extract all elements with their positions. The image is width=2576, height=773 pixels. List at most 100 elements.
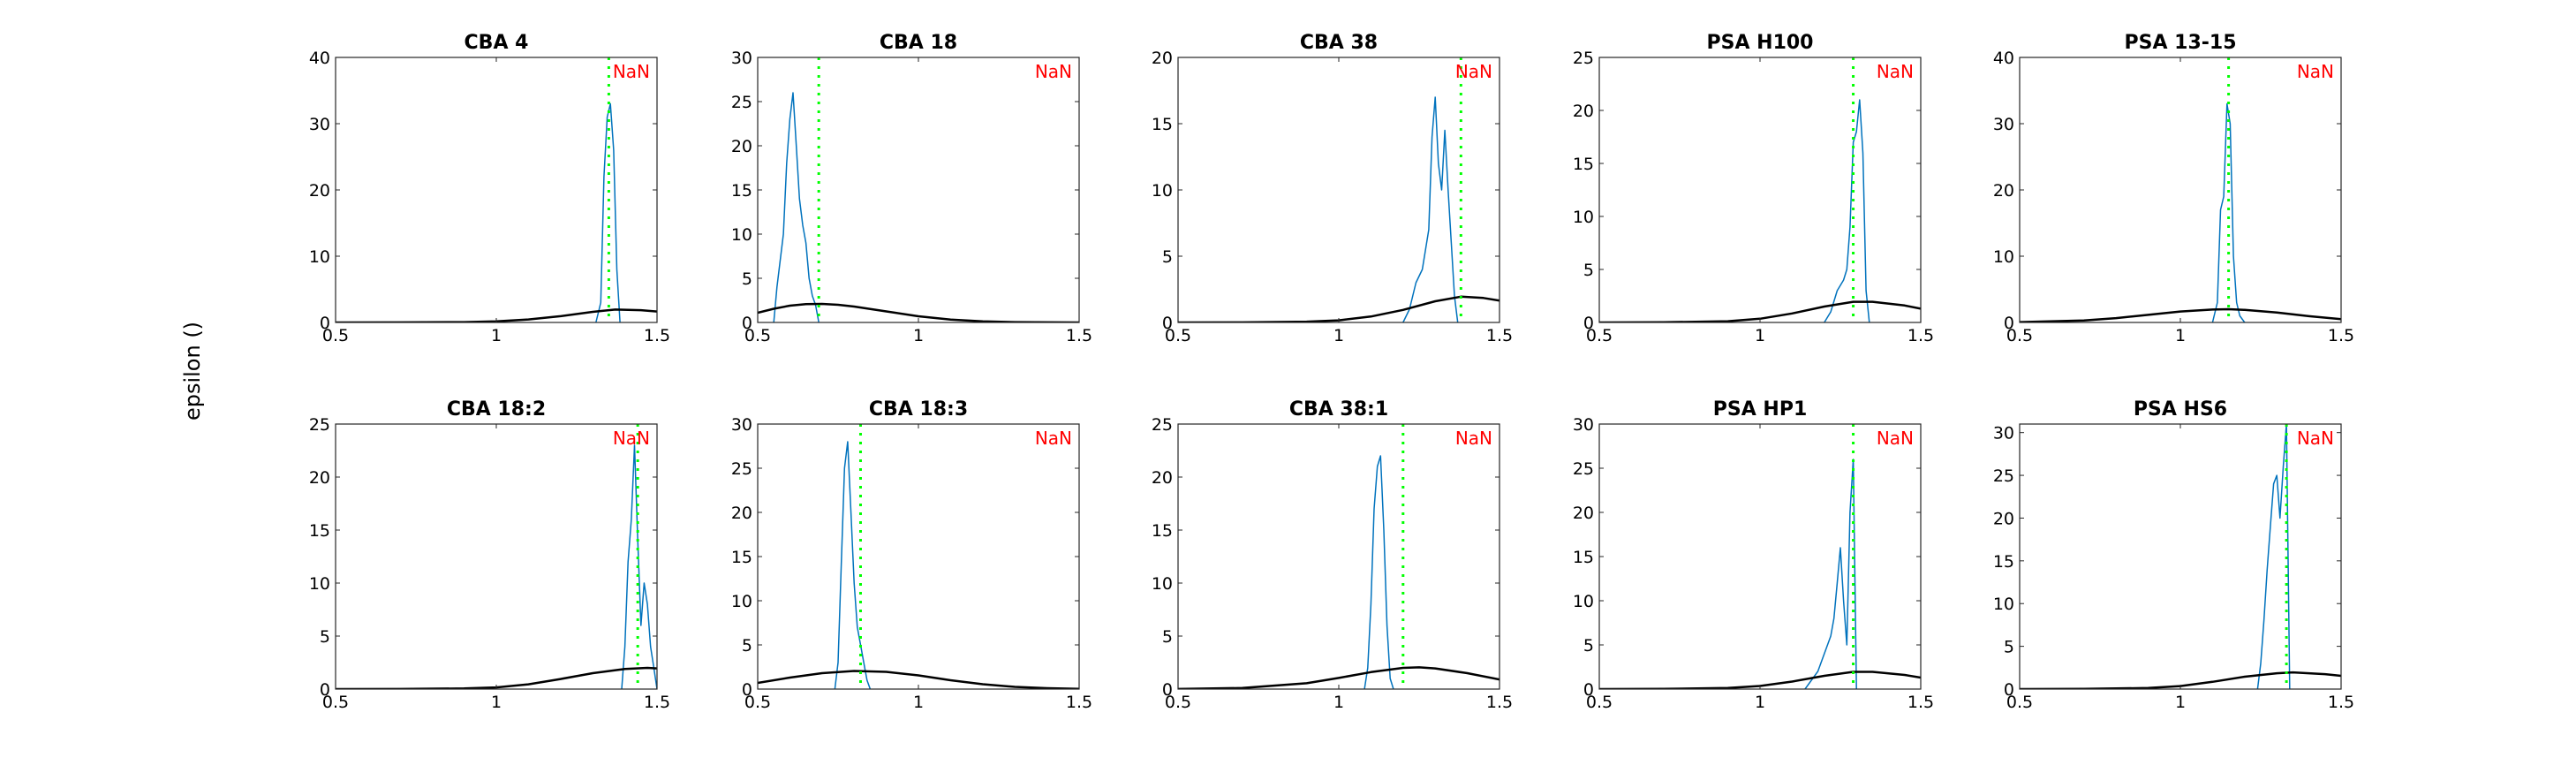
subplot-title: CBA 18:3: [869, 398, 968, 421]
series-histogram-line: [773, 92, 820, 322]
x-tick-label: 0.5: [744, 326, 771, 345]
x-tick-label: 0.5: [322, 326, 349, 345]
series-prior-curve: [758, 302, 1079, 322]
y-tick-label: 0: [2004, 680, 2014, 700]
y-tick-label: 20: [1573, 102, 1594, 121]
y-tick-label: 15: [1573, 155, 1594, 174]
subplot: CBA 18:3 NaN 0.5 1 1.5 0 5 10 15 20 25 30: [731, 398, 1092, 712]
subplot: CBA 4 NaN 0.5 1 1.5 0 10 20 30 40: [309, 32, 670, 345]
subplot: CBA 18 NaN 0.5 1 1.5 0 5 10 15 20 25 30: [731, 32, 1092, 345]
x-tick-label: 0.5: [322, 693, 349, 712]
y-tick-label: 0: [1162, 314, 1173, 333]
y-tick-label: 20: [1573, 504, 1594, 523]
plot-area: [758, 441, 1079, 689]
subplot-title: CBA 38: [1300, 32, 1378, 54]
x-tick-label: 1: [2175, 326, 2186, 345]
annotation-label: NaN: [613, 61, 650, 82]
annotation-label: NaN: [1455, 61, 1492, 82]
series-prior-curve: [1599, 671, 1921, 689]
series-prior-curve: [1178, 666, 1500, 689]
y-tick-label: 0: [1162, 680, 1173, 700]
subplot: PSA HP1 NaN 0.5 1 1.5 0 5 10 15 20 25 30: [1573, 398, 1934, 712]
y-tick-label: 20: [309, 468, 330, 488]
x-tick-label: 0.5: [2006, 693, 2033, 712]
x-tick-label: 1.5: [1486, 326, 1513, 345]
series-histogram-line: [1824, 99, 1870, 322]
y-tick-label: 15: [1152, 115, 1173, 134]
x-tick-label: 1: [491, 693, 502, 712]
x-tick-label: 1.5: [1066, 326, 1092, 345]
y-tick-label: 25: [1993, 466, 2014, 486]
y-tick-label: 20: [731, 504, 752, 523]
series-histogram-line: [834, 441, 872, 689]
annotation-label: NaN: [1877, 61, 1914, 82]
y-tick-label: 15: [1573, 548, 1594, 567]
y-tick-label: 25: [731, 93, 752, 112]
x-tick-label: 1.5: [1907, 693, 1934, 712]
x-tick-label: 0.5: [2006, 326, 2033, 345]
y-tick-label: 30: [309, 115, 330, 134]
x-tick-label: 1: [913, 693, 924, 712]
plot-area: [1178, 455, 1500, 689]
y-tick-label: 20: [1152, 49, 1173, 68]
x-tick-label: 1: [1333, 326, 1344, 345]
series-histogram-line: [1402, 96, 1459, 322]
y-tick-label: 25: [731, 459, 752, 479]
subplot-title: PSA 13-15: [2124, 32, 2236, 54]
y-tick-label: 10: [1993, 595, 2014, 614]
y-tick-label: 5: [1162, 627, 1173, 647]
y-tick-label: 15: [1993, 552, 2014, 572]
y-tick-label: 20: [1993, 181, 2014, 201]
y-tick-label: 15: [731, 548, 752, 567]
y-tick-label: 25: [1573, 49, 1594, 68]
y-tick-label: 25: [309, 415, 330, 435]
y-tick-label: 5: [320, 627, 330, 647]
x-tick-label: 1: [1333, 693, 1344, 712]
x-tick-label: 1: [1755, 326, 1765, 345]
subplot-title: CBA 4: [465, 32, 529, 54]
subplot-title: CBA 18: [880, 32, 957, 54]
x-tick-label: 0.5: [744, 693, 771, 712]
y-tick-label: 30: [1993, 424, 2014, 443]
y-tick-label: 30: [1993, 115, 2014, 134]
y-tick-label: 5: [1583, 636, 1594, 656]
annotation-label: NaN: [1877, 428, 1914, 449]
plot-area: [758, 92, 1079, 322]
x-tick-label: 1.5: [2328, 693, 2354, 712]
x-tick-label: 1.5: [1066, 693, 1092, 712]
y-tick-label: 5: [1583, 261, 1594, 280]
series-prior-curve: [758, 670, 1079, 689]
subplot-title: PSA H100: [1707, 32, 1814, 54]
annotation-label: NaN: [1455, 428, 1492, 449]
series-prior-curve: [2020, 671, 2341, 689]
y-tick-label: 25: [1152, 415, 1173, 435]
y-tick-label: 10: [1993, 247, 2014, 267]
y-tick-label: 0: [320, 680, 330, 700]
x-tick-label: 1.5: [644, 693, 670, 712]
plot-area: [2020, 102, 2341, 322]
x-tick-label: 1: [491, 326, 502, 345]
y-tick-label: 10: [1152, 181, 1173, 201]
y-tick-label: 5: [1162, 247, 1173, 267]
y-tick-label: 0: [1583, 680, 1594, 700]
x-tick-label: 1: [913, 326, 924, 345]
y-tick-label: 15: [309, 521, 330, 541]
y-tick-label: 25: [1573, 459, 1594, 479]
x-tick-label: 0.5: [1165, 693, 1191, 712]
subplot: CBA 38 NaN 0.5 1 1.5 0 5 10 15 20: [1152, 32, 1513, 345]
subplot-title: CBA 18:2: [447, 398, 546, 421]
plot-area: [1599, 458, 1921, 689]
y-tick-label: 0: [1583, 314, 1594, 333]
y-tick-label: 15: [1152, 521, 1173, 541]
series-histogram-line: [1364, 455, 1394, 689]
annotation-label: NaN: [613, 428, 650, 449]
y-tick-label: 30: [1573, 415, 1594, 435]
x-tick-label: 1.5: [2328, 326, 2354, 345]
y-tick-label: 40: [309, 49, 330, 68]
y-tick-label: 20: [731, 137, 752, 156]
subplot-title: PSA HS6: [2134, 398, 2227, 421]
y-tick-label: 5: [2004, 638, 2014, 657]
subplot-title: CBA 38:1: [1289, 398, 1388, 421]
